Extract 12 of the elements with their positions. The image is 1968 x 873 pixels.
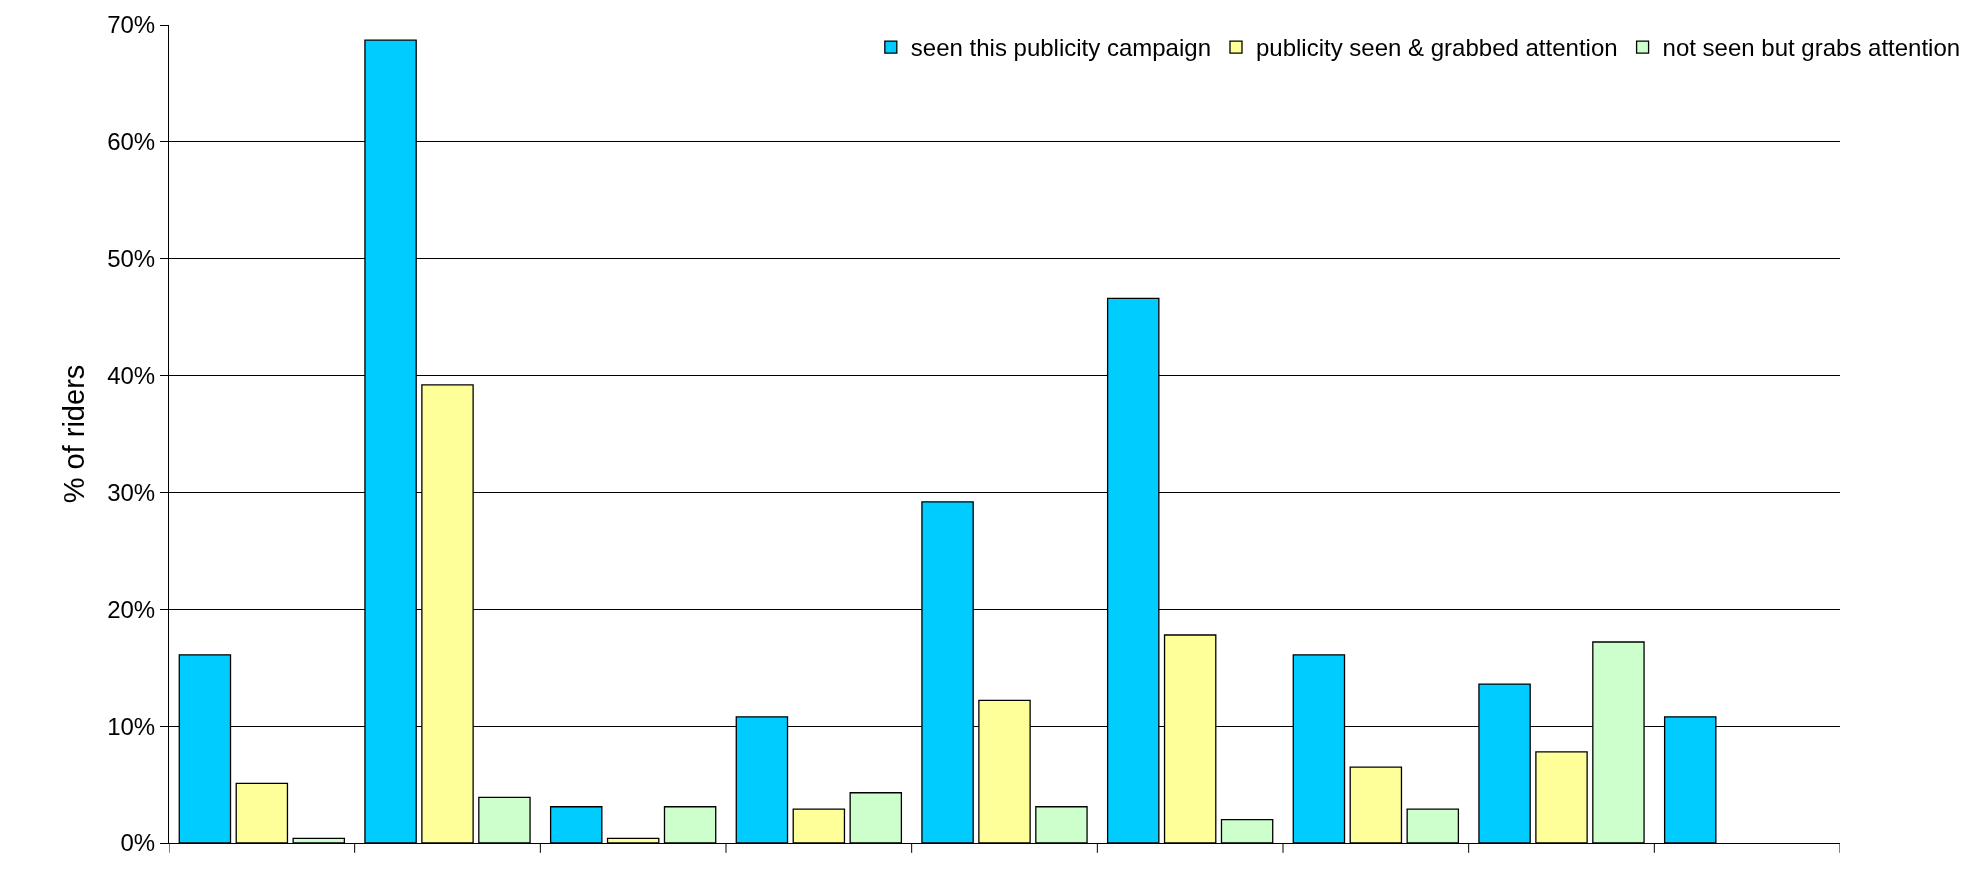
legend-label: publicity seen & grabbed attention [1255, 34, 1618, 62]
y-axis-title: % of riders [57, 364, 90, 504]
y-tick-label: 30% [107, 478, 156, 506]
y-tick-label: 60% [107, 128, 156, 156]
legend-label: seen this publicity campaign [910, 34, 1211, 62]
y-tick-label: 50% [107, 245, 156, 273]
y-tick-label: 20% [107, 595, 156, 623]
legend-label: not seen but grabs attention [1662, 34, 1961, 62]
y-tick-label: 0% [120, 829, 156, 857]
y-tick-label: 40% [107, 361, 156, 389]
y-tick-label: 10% [107, 712, 156, 740]
y-tick-label: 70% [107, 11, 156, 39]
